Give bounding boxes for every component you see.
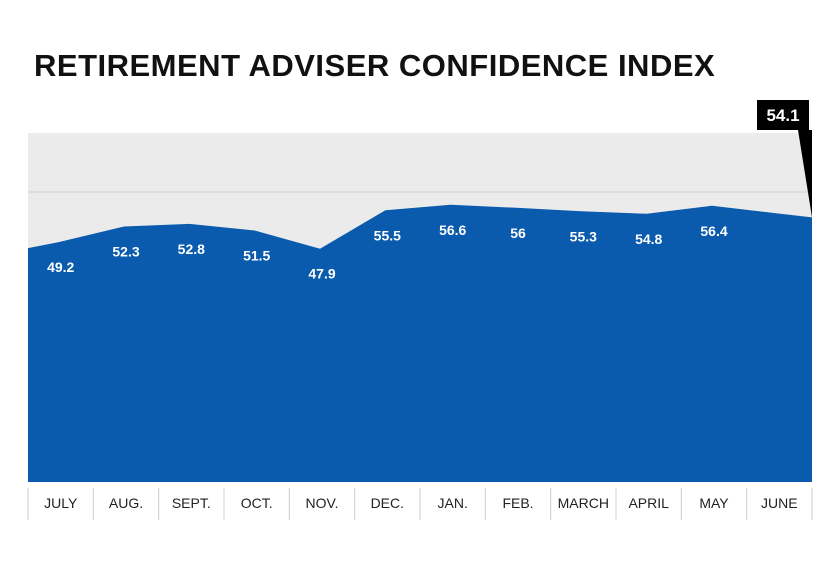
x-tick-label: AUG.	[109, 495, 143, 511]
data-label: 56.6	[439, 222, 466, 238]
data-label: 52.3	[112, 244, 139, 260]
area-series	[28, 204, 812, 483]
data-label: 56	[510, 225, 526, 241]
x-tick-label: OCT.	[241, 495, 273, 511]
data-label: 54.8	[635, 231, 662, 247]
callout-value: 54.1	[766, 106, 799, 125]
data-label: 55.3	[570, 228, 597, 244]
data-label: 52.8	[178, 241, 205, 257]
data-label: 51.5	[243, 248, 270, 264]
data-label: 56.4	[700, 223, 727, 239]
callout-pointer	[798, 130, 812, 218]
x-tick-label: APRIL	[628, 495, 669, 511]
x-tick-label: DEC.	[371, 495, 404, 511]
x-tick-label: JULY	[44, 495, 78, 511]
x-tick-label: MAY	[699, 495, 729, 511]
callout-box	[757, 100, 809, 130]
x-tick-label: SEPT.	[172, 495, 211, 511]
data-label: 49.2	[47, 259, 74, 275]
x-tick-label: NOV.	[306, 495, 339, 511]
x-tick-label: FEB.	[502, 495, 533, 511]
x-tick-label: JAN.	[438, 495, 468, 511]
x-tick-label: JUNE	[761, 495, 798, 511]
data-label: 55.5	[374, 227, 401, 243]
data-label: 47.9	[308, 266, 335, 282]
chart-title: RETIREMENT ADVISER CONFIDENCE INDEX	[34, 48, 716, 83]
x-tick-label: MARCH	[558, 495, 609, 511]
